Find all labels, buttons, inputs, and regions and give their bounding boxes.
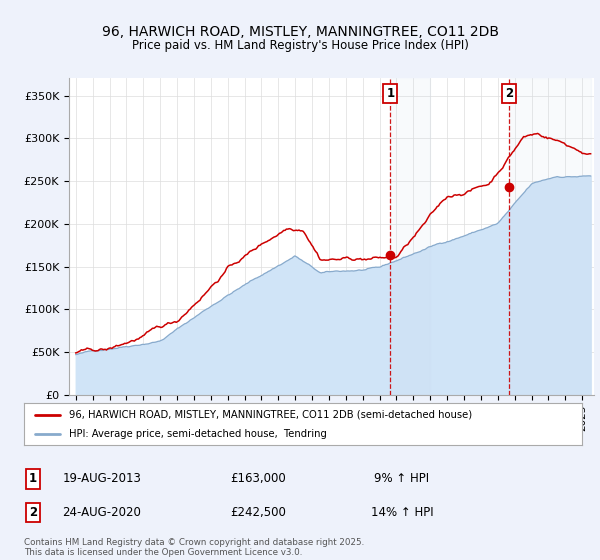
Text: 1: 1 — [29, 472, 37, 486]
Text: Contains HM Land Registry data © Crown copyright and database right 2025.
This d: Contains HM Land Registry data © Crown c… — [24, 538, 364, 557]
Bar — [509, 78, 590, 395]
Text: 24-AUG-2020: 24-AUG-2020 — [62, 506, 142, 519]
Text: 9% ↑ HPI: 9% ↑ HPI — [374, 472, 430, 486]
Text: £163,000: £163,000 — [230, 472, 286, 486]
Text: 96, HARWICH ROAD, MISTLEY, MANNINGTREE, CO11 2DB: 96, HARWICH ROAD, MISTLEY, MANNINGTREE, … — [101, 25, 499, 39]
Text: 19-AUG-2013: 19-AUG-2013 — [62, 472, 142, 486]
Bar — [391, 78, 430, 395]
Text: 96, HARWICH ROAD, MISTLEY, MANNINGTREE, CO11 2DB (semi-detached house): 96, HARWICH ROAD, MISTLEY, MANNINGTREE, … — [68, 409, 472, 419]
Text: 1: 1 — [386, 87, 394, 100]
Text: 14% ↑ HPI: 14% ↑ HPI — [371, 506, 433, 519]
Text: £242,500: £242,500 — [230, 506, 286, 519]
Text: HPI: Average price, semi-detached house,  Tendring: HPI: Average price, semi-detached house,… — [68, 429, 326, 439]
Text: 2: 2 — [29, 506, 37, 519]
Text: Price paid vs. HM Land Registry's House Price Index (HPI): Price paid vs. HM Land Registry's House … — [131, 39, 469, 52]
Text: 2: 2 — [505, 87, 513, 100]
